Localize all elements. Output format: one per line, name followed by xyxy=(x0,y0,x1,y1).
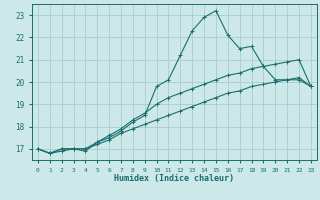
X-axis label: Humidex (Indice chaleur): Humidex (Indice chaleur) xyxy=(115,174,234,183)
